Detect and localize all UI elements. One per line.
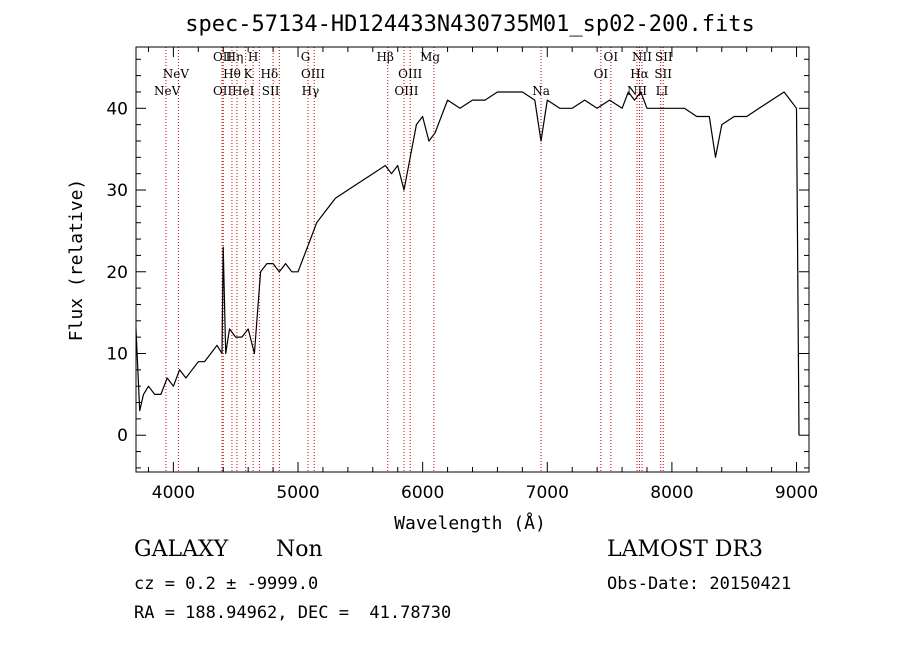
line-label: Hδ — [261, 67, 279, 81]
line-label: Na — [532, 84, 550, 98]
coordinates-info: RA = 188.94962, DEC = 41.78730 — [134, 603, 452, 623]
line-label: Hβ — [377, 50, 394, 64]
line-label: G — [301, 50, 311, 64]
y-tick-label: 20 — [106, 263, 128, 283]
y-axis-label: Flux (relative) — [66, 179, 87, 342]
y-tick-label: 0 — [117, 426, 128, 446]
x-tick-label: 9000 — [775, 483, 818, 503]
axes: 4000 5000 6000 7000 8000 9000 0 10 20 30 40 — [106, 47, 818, 503]
line-label: K — [244, 67, 254, 81]
line-label: Hα — [630, 67, 649, 81]
x-tick-label: 4000 — [152, 483, 195, 503]
y-tick-label: 30 — [106, 181, 128, 201]
object-class: GALAXY — [134, 537, 229, 562]
object-subclass: Non — [276, 537, 323, 562]
line-label: Hγ — [302, 84, 320, 98]
x-tick-label: 6000 — [401, 483, 444, 503]
line-label: OIII — [398, 67, 422, 81]
line-label: OI — [594, 67, 609, 81]
x-tick-label: 7000 — [526, 483, 569, 503]
line-label: OII — [213, 84, 233, 98]
line-label: NeV — [154, 84, 181, 98]
observation-date: Obs-Date: 20150421 — [607, 574, 792, 594]
line-label: SII — [654, 67, 672, 81]
line-label: NII — [632, 50, 652, 64]
line-label: SII — [655, 50, 673, 64]
line-label: Hθ — [223, 67, 241, 81]
line-label: HeI — [232, 84, 255, 98]
line-label: OII — [213, 50, 233, 64]
line-label: NeV — [163, 67, 190, 81]
line-label: Hη — [226, 50, 244, 64]
line-label: LI — [656, 84, 669, 98]
survey-name: LAMOST DR3 — [607, 537, 763, 562]
y-tick-label: 40 — [106, 99, 128, 119]
line-label: OIII — [394, 84, 418, 98]
line-label: OI — [604, 50, 619, 64]
x-axis-label: Wavelength (Å) — [394, 512, 546, 534]
y-tick-label: 10 — [106, 344, 128, 364]
plot-area — [135, 91, 800, 436]
chart-title: spec-57134-HD124433N430735M01_sp02-200.f… — [185, 12, 755, 37]
line-label: SII — [262, 84, 280, 98]
line-markers — [165, 47, 664, 472]
line-label: Mg — [420, 50, 440, 64]
line-label: OIII — [301, 67, 325, 81]
x-tick-label: 8000 — [650, 483, 693, 503]
line-label: H — [248, 50, 258, 64]
redshift-info: cz = 0.2 ± -9999.0 — [134, 574, 319, 594]
x-tick-label: 5000 — [276, 483, 319, 503]
spectrum-line — [135, 91, 800, 436]
